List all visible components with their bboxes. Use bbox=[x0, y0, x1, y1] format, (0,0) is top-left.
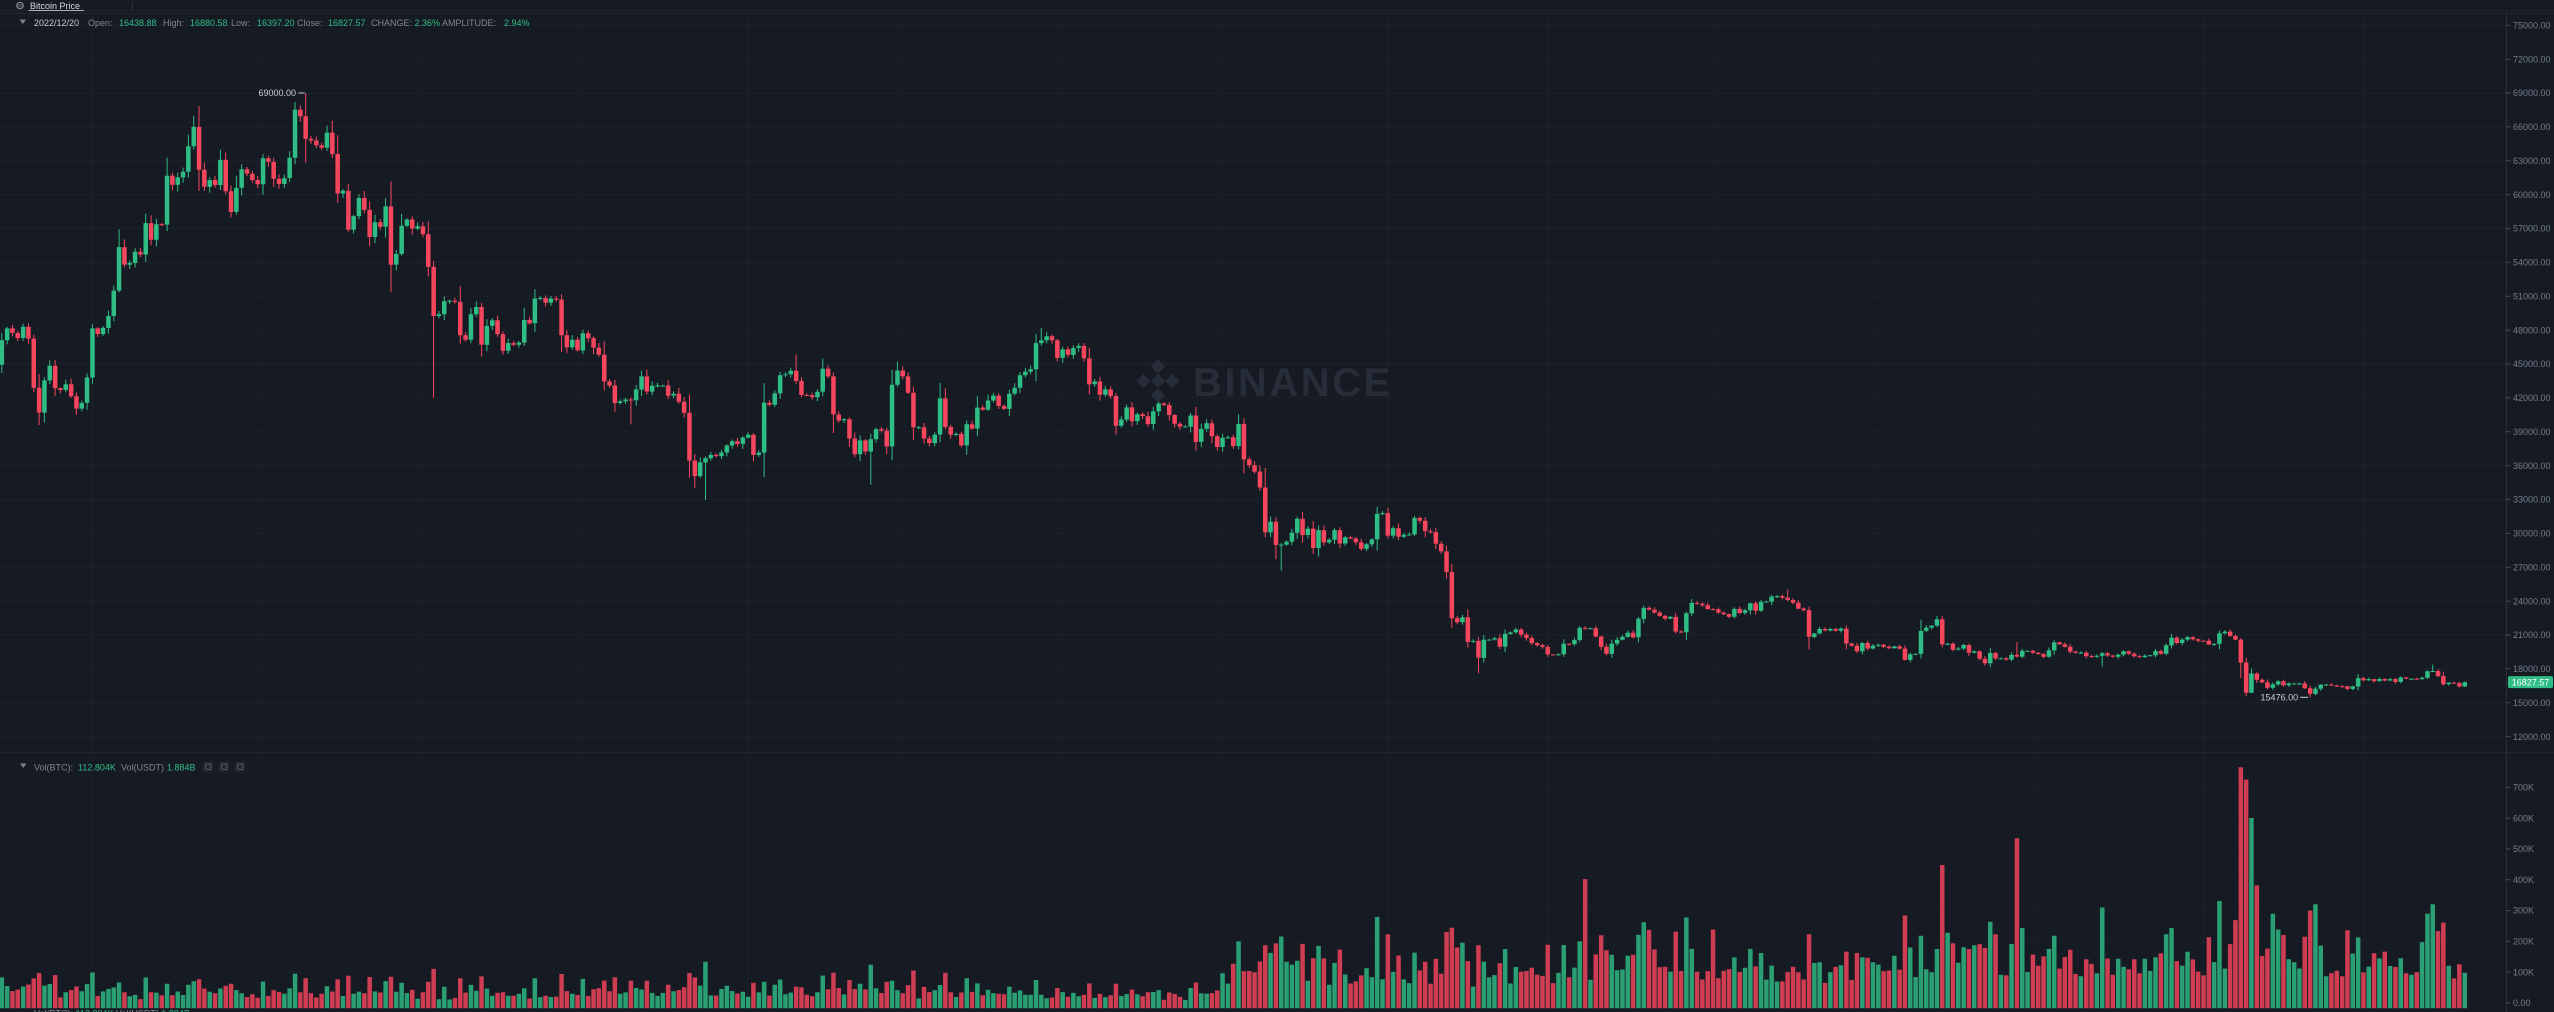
svg-text:100K: 100K bbox=[2513, 967, 2534, 977]
svg-text:12000.00: 12000.00 bbox=[2513, 732, 2551, 742]
svg-text:Vol(USDT): Vol(USDT) bbox=[121, 763, 164, 773]
svg-text:63000.00: 63000.00 bbox=[2513, 156, 2551, 166]
svg-text:72000.00: 72000.00 bbox=[2513, 54, 2551, 64]
svg-text:300K: 300K bbox=[2513, 906, 2534, 916]
svg-text:Vol(BTC): 112.804K Vol(USDT) 1: Vol(BTC): 112.804K Vol(USDT) 1.884B bbox=[34, 1009, 190, 1012]
svg-text:700K: 700K bbox=[2513, 783, 2534, 793]
svg-text:69000.00: 69000.00 bbox=[258, 88, 296, 98]
svg-text:AMPLITUDE:: AMPLITUDE: bbox=[442, 18, 496, 28]
svg-text:High:: High: bbox=[163, 18, 184, 28]
svg-text:16827.57: 16827.57 bbox=[328, 18, 366, 28]
svg-text:48000.00: 48000.00 bbox=[2513, 325, 2551, 335]
svg-text:36000.00: 36000.00 bbox=[2513, 461, 2551, 471]
svg-text:16880.58: 16880.58 bbox=[190, 18, 228, 28]
svg-text:Low:: Low: bbox=[231, 18, 250, 28]
svg-text:2022/12/20: 2022/12/20 bbox=[34, 18, 79, 28]
svg-text:75000.00: 75000.00 bbox=[2513, 21, 2551, 31]
svg-text:42000.00: 42000.00 bbox=[2513, 393, 2551, 403]
svg-text:18000.00: 18000.00 bbox=[2513, 664, 2551, 674]
svg-text:0.00: 0.00 bbox=[2513, 998, 2531, 1008]
svg-text:45000.00: 45000.00 bbox=[2513, 359, 2551, 369]
svg-text:CHANGE:: CHANGE: bbox=[371, 18, 412, 28]
svg-text:Vol(BTC):: Vol(BTC): bbox=[34, 763, 73, 773]
svg-text:39000.00: 39000.00 bbox=[2513, 427, 2551, 437]
svg-text:15000.00: 15000.00 bbox=[2513, 698, 2551, 708]
svg-text:51000.00: 51000.00 bbox=[2513, 292, 2551, 302]
svg-text:Open:: Open: bbox=[88, 18, 113, 28]
svg-text:30000.00: 30000.00 bbox=[2513, 529, 2551, 539]
svg-text:400K: 400K bbox=[2513, 875, 2534, 885]
svg-text:27000.00: 27000.00 bbox=[2513, 562, 2551, 572]
svg-text:16438.88: 16438.88 bbox=[119, 18, 157, 28]
svg-text:33000.00: 33000.00 bbox=[2513, 495, 2551, 505]
svg-text:600K: 600K bbox=[2513, 813, 2534, 823]
svg-text:Bitcoin Price: Bitcoin Price bbox=[30, 1, 80, 11]
svg-text:200K: 200K bbox=[2513, 937, 2534, 947]
svg-text:21000.00: 21000.00 bbox=[2513, 630, 2551, 640]
svg-text:16397.20: 16397.20 bbox=[257, 18, 295, 28]
svg-text:69000.00: 69000.00 bbox=[2513, 88, 2551, 98]
svg-text:Close:: Close: bbox=[297, 18, 323, 28]
svg-text:112.804K: 112.804K bbox=[78, 763, 116, 773]
svg-text:1.884B: 1.884B bbox=[167, 763, 196, 773]
svg-text:24000.00: 24000.00 bbox=[2513, 596, 2551, 606]
svg-text:2.36%: 2.36% bbox=[415, 18, 441, 28]
svg-text:2.94%: 2.94% bbox=[504, 18, 530, 28]
svg-text:54000.00: 54000.00 bbox=[2513, 258, 2551, 268]
svg-text:60000.00: 60000.00 bbox=[2513, 190, 2551, 200]
svg-text:57000.00: 57000.00 bbox=[2513, 224, 2551, 234]
svg-text:15476.00: 15476.00 bbox=[2261, 693, 2299, 703]
svg-text:BINANCE: BINANCE bbox=[1193, 361, 1393, 405]
svg-text:16827.57: 16827.57 bbox=[2512, 677, 2550, 687]
svg-text:66000.00: 66000.00 bbox=[2513, 122, 2551, 132]
svg-text:500K: 500K bbox=[2513, 844, 2534, 854]
